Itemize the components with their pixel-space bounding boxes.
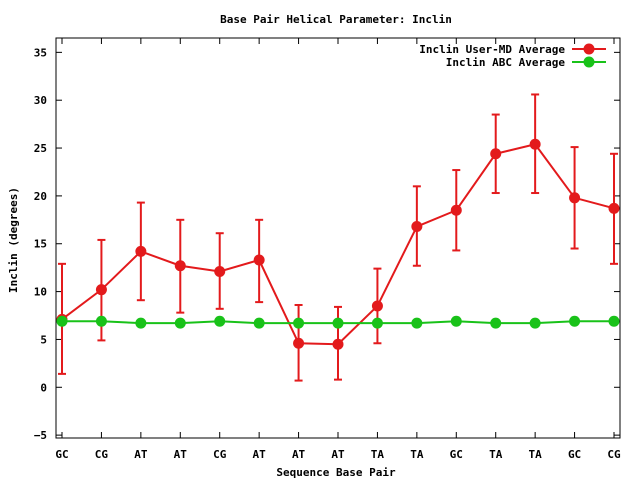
data-point	[371, 317, 383, 329]
legend-label: Inclin User-MD Average	[419, 43, 565, 56]
x-tick-label: TA	[529, 448, 543, 461]
data-point	[411, 317, 423, 329]
y-tick-label: 5	[40, 333, 47, 346]
y-tick-label: 15	[34, 238, 47, 251]
legend-marker	[583, 56, 595, 68]
data-point	[293, 337, 305, 349]
data-point	[253, 317, 265, 329]
data-point	[608, 315, 620, 327]
x-tick-label: AT	[174, 448, 188, 461]
x-tick-label: TA	[371, 448, 385, 461]
data-point	[608, 202, 620, 214]
data-point	[490, 148, 502, 160]
chart-title: Base Pair Helical Parameter: Inclin	[220, 13, 452, 26]
x-tick-label: CG	[607, 448, 621, 461]
y-tick-label: −5	[34, 429, 47, 442]
x-axis-label: Sequence Base Pair	[276, 466, 396, 479]
x-tick-label: AT	[292, 448, 306, 461]
y-tick-label: 20	[34, 190, 47, 203]
x-tick-label: GC	[450, 448, 463, 461]
y-axis-label: Inclin (degrees)	[7, 187, 20, 293]
data-point	[95, 315, 107, 327]
data-point	[135, 245, 147, 257]
axes: −5 0 5 10 15 20 25 30 35 GC CG AT AT CG AT AT AT TA TA GC TA…	[34, 38, 621, 461]
data-point	[214, 265, 226, 277]
data-point	[450, 315, 462, 327]
data-point	[95, 284, 107, 296]
data-point	[56, 315, 68, 327]
data-point	[174, 260, 186, 272]
x-tick-label: TA	[489, 448, 503, 461]
y-tick-label: 35	[34, 46, 47, 59]
x-tick-label: AT	[253, 448, 267, 461]
data-point	[174, 317, 186, 329]
data-point	[450, 204, 462, 216]
x-tick-label: CG	[95, 448, 109, 461]
x-tick-label: GC	[568, 448, 581, 461]
x-tick-label: AT	[331, 448, 345, 461]
data-point	[529, 138, 541, 150]
data-point	[490, 317, 502, 329]
data-point	[371, 300, 383, 312]
y-tick-label: 0	[40, 381, 47, 394]
y-tick-label: 25	[34, 142, 47, 155]
data-point	[529, 317, 541, 329]
x-tick-label: CG	[213, 448, 227, 461]
data-point	[214, 315, 226, 327]
data-point	[135, 317, 147, 329]
legend-label: Inclin ABC Average	[446, 56, 566, 69]
x-tick-label: GC	[55, 448, 68, 461]
legend-marker	[583, 43, 595, 55]
data-point	[332, 338, 344, 350]
data-point	[253, 254, 265, 266]
data-point	[293, 317, 305, 329]
chart-marks	[56, 93, 620, 382]
data-point	[332, 317, 344, 329]
data-point	[569, 192, 581, 204]
y-tick-label: 30	[34, 94, 47, 107]
data-point	[411, 221, 423, 233]
x-tick-label: AT	[134, 448, 148, 461]
y-tick-label: 10	[34, 286, 47, 299]
data-point	[569, 315, 581, 327]
x-tick-label: TA	[410, 448, 424, 461]
